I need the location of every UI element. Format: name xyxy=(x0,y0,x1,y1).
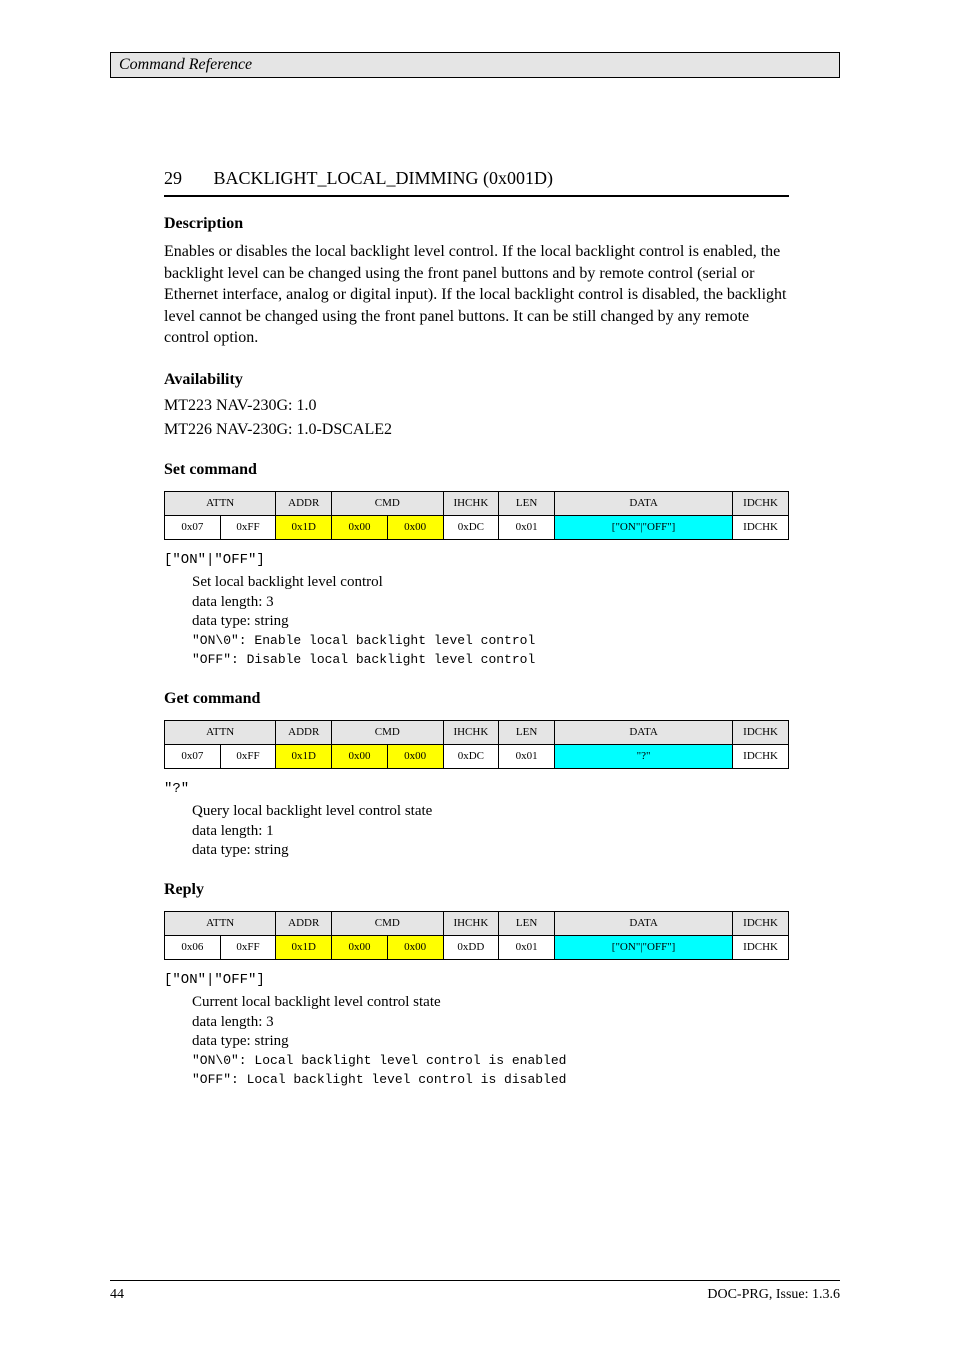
section-number: 29 xyxy=(164,168,182,188)
get-param-len: data length: 1 xyxy=(164,823,790,840)
th-ihchk: IHCHK xyxy=(443,911,499,935)
td-attn2: 0xFF xyxy=(220,935,276,959)
get-param-desc: Query local backlight level control stat… xyxy=(164,803,790,820)
td-data: ["ON"|"OFF"] xyxy=(554,515,732,539)
reply-param-len: data length: 3 xyxy=(164,1014,790,1031)
td-cmd1: 0x00 xyxy=(332,935,388,959)
get-command-table: ATTN ADDR CMD IHCHK LEN DATA IDCHK 0x07 … xyxy=(164,720,789,769)
set-param-block: ["ON"|"OFF"] Set local backlight level c… xyxy=(164,552,790,668)
table-row: 0x07 0xFF 0x1D 0x00 0x00 0xDC 0x01 "?" I… xyxy=(165,744,789,768)
footer-doc-id: DOC-PRG, Issue: 1.3.6 xyxy=(707,1287,840,1303)
td-ihchk: 0xDC xyxy=(443,515,499,539)
page-header-box: Command Reference xyxy=(110,52,840,78)
set-command-table: ATTN ADDR CMD IHCHK LEN DATA IDCHK 0x07 … xyxy=(164,491,789,540)
section-title: 29 BACKLIGHT_LOCAL_DIMMING (0x001D) xyxy=(164,168,790,189)
th-idchk: IDCHK xyxy=(733,720,789,744)
td-data: "?" xyxy=(554,744,732,768)
table-header-row: ATTN ADDR CMD IHCHK LEN DATA IDCHK xyxy=(165,720,789,744)
footer-page-number: 44 xyxy=(110,1287,124,1303)
th-cmd: CMD xyxy=(332,911,443,935)
td-attn2: 0xFF xyxy=(220,744,276,768)
th-ihchk: IHCHK xyxy=(443,720,499,744)
th-len: LEN xyxy=(499,720,555,744)
td-attn1: 0x07 xyxy=(165,515,221,539)
set-param-len: data length: 3 xyxy=(164,594,790,611)
td-cmd2: 0x00 xyxy=(387,935,443,959)
set-param-on: "ON\0": Enable local backlight level con… xyxy=(164,632,790,649)
th-data: DATA xyxy=(554,491,732,515)
reply-param-block: ["ON"|"OFF"] Current local backlight lev… xyxy=(164,972,790,1088)
get-command-label: Get command xyxy=(164,690,790,708)
td-ihchk: 0xDC xyxy=(443,744,499,768)
td-idchk: IDCHK xyxy=(733,935,789,959)
th-cmd: CMD xyxy=(332,491,443,515)
td-data: ["ON"|"OFF"] xyxy=(554,935,732,959)
availability-label: Availability xyxy=(164,371,790,389)
th-attn: ATTN xyxy=(165,911,276,935)
td-idchk: IDCHK xyxy=(733,515,789,539)
set-param-type: data type: string xyxy=(164,613,790,630)
td-cmd2: 0x00 xyxy=(387,744,443,768)
reply-param-off: "OFF": Local backlight level control is … xyxy=(164,1071,790,1088)
page-footer: 44 DOC-PRG, Issue: 1.3.6 xyxy=(110,1280,840,1303)
availability-line-2: MT226 NAV-230G: 1.0-DSCALE2 xyxy=(164,421,790,439)
td-cmd1: 0x00 xyxy=(332,515,388,539)
th-len: LEN xyxy=(499,911,555,935)
table-row: 0x07 0xFF 0x1D 0x00 0x00 0xDC 0x01 ["ON"… xyxy=(165,515,789,539)
th-addr: ADDR xyxy=(276,491,332,515)
td-len: 0x01 xyxy=(499,515,555,539)
table-header-row: ATTN ADDR CMD IHCHK LEN DATA IDCHK xyxy=(165,911,789,935)
section-rule xyxy=(164,195,789,197)
th-idchk: IDCHK xyxy=(733,491,789,515)
td-attn2: 0xFF xyxy=(220,515,276,539)
td-len: 0x01 xyxy=(499,935,555,959)
get-param-type: data type: string xyxy=(164,842,790,859)
reply-param-type: data type: string xyxy=(164,1033,790,1050)
description-text: Enables or disables the local backlight … xyxy=(164,241,790,349)
td-addr: 0x1D xyxy=(276,935,332,959)
description-label: Description xyxy=(164,215,790,233)
set-command-label: Set command xyxy=(164,461,790,479)
td-cmd2: 0x00 xyxy=(387,515,443,539)
td-len: 0x01 xyxy=(499,744,555,768)
reply-param-name: ["ON"|"OFF"] xyxy=(164,972,790,988)
page-header-text: Command Reference xyxy=(119,56,252,73)
th-attn: ATTN xyxy=(165,720,276,744)
th-addr: ADDR xyxy=(276,720,332,744)
th-len: LEN xyxy=(499,491,555,515)
set-param-desc: Set local backlight level control xyxy=(164,574,790,591)
table-header-row: ATTN ADDR CMD IHCHK LEN DATA IDCHK xyxy=(165,491,789,515)
table-row: 0x06 0xFF 0x1D 0x00 0x00 0xDD 0x01 ["ON"… xyxy=(165,935,789,959)
td-ihchk: 0xDD xyxy=(443,935,499,959)
availability-line-1: MT223 NAV-230G: 1.0 xyxy=(164,397,790,415)
td-idchk: IDCHK xyxy=(733,744,789,768)
td-addr: 0x1D xyxy=(276,744,332,768)
reply-param-desc: Current local backlight level control st… xyxy=(164,994,790,1011)
td-cmd1: 0x00 xyxy=(332,744,388,768)
th-cmd: CMD xyxy=(332,720,443,744)
th-data: DATA xyxy=(554,911,732,935)
th-addr: ADDR xyxy=(276,911,332,935)
reply-table: ATTN ADDR CMD IHCHK LEN DATA IDCHK 0x06 … xyxy=(164,911,789,960)
get-param-name: "?" xyxy=(164,781,790,797)
section-heading: BACKLIGHT_LOCAL_DIMMING (0x001D) xyxy=(214,168,553,188)
reply-label: Reply xyxy=(164,881,790,899)
td-addr: 0x1D xyxy=(276,515,332,539)
td-attn1: 0x06 xyxy=(165,935,221,959)
set-param-name: ["ON"|"OFF"] xyxy=(164,552,790,568)
th-idchk: IDCHK xyxy=(733,911,789,935)
th-data: DATA xyxy=(554,720,732,744)
get-param-block: "?" Query local backlight level control … xyxy=(164,781,790,859)
th-attn: ATTN xyxy=(165,491,276,515)
content: 29 BACKLIGHT_LOCAL_DIMMING (0x001D) Desc… xyxy=(110,168,790,1088)
reply-param-on: "ON\0": Local backlight level control is… xyxy=(164,1052,790,1069)
td-attn1: 0x07 xyxy=(165,744,221,768)
set-param-off: "OFF": Disable local backlight level con… xyxy=(164,651,790,668)
th-ihchk: IHCHK xyxy=(443,491,499,515)
